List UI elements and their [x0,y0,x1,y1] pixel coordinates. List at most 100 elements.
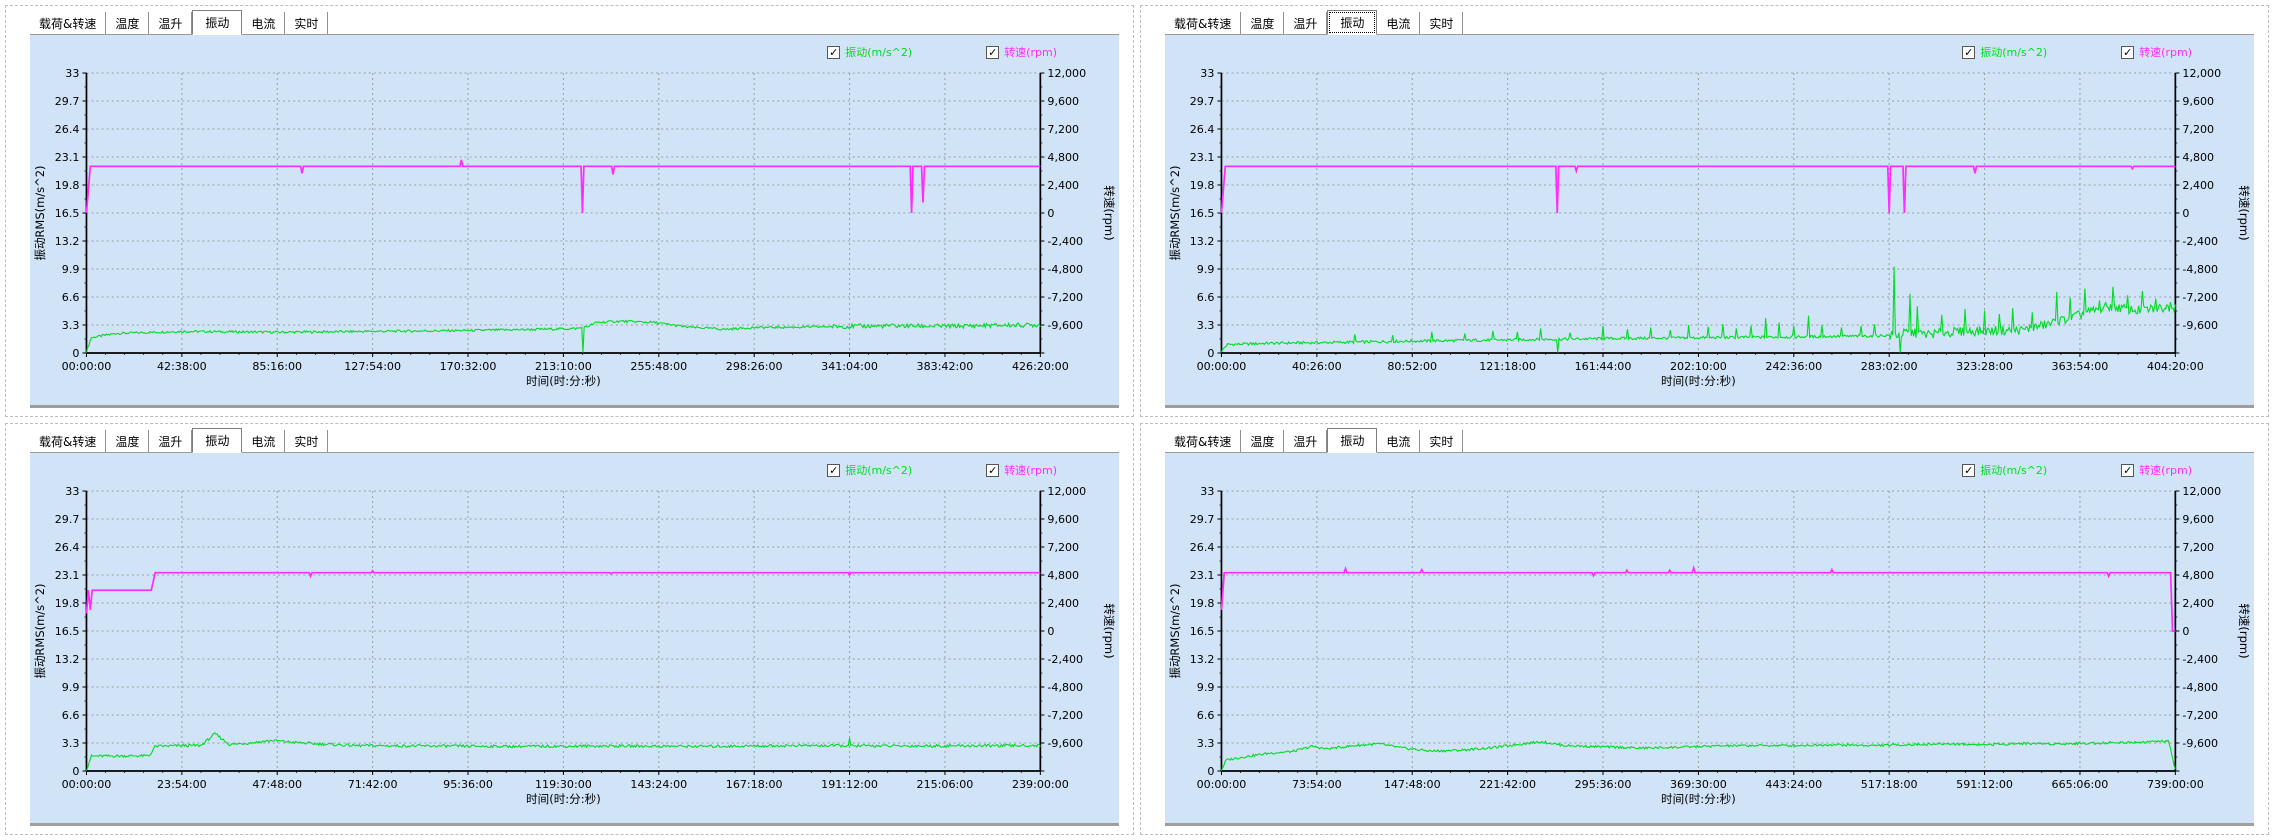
tab-current[interactable]: 电流 [242,12,286,34]
tab-vibration[interactable]: 振动 [192,428,243,453]
vibration-series [85,319,1041,353]
vibration-rpm-chart-4: 33 12,000 29.7 9,600 26.4 7,200 23.1 4,800 19.8 2… [1168,485,2251,806]
rpm-legend-label: 转速(rpm) [2139,464,2192,477]
svg-text:转速(rpm): 转速(rpm) [1102,603,1116,658]
svg-text:3.3: 3.3 [1197,319,1215,332]
svg-text:16.5: 16.5 [55,625,80,638]
svg-text:215:06:00: 215:06:00 [917,778,974,791]
tab-temperature[interactable]: 温度 [1241,430,1285,452]
chart-area-4: ✓ 振动(m/s^2) ✓ 转速(rpm) 33 12,000 29.7 9,600 26.4… [1165,453,2254,826]
svg-text:振动RMS(m/s^2): 振动RMS(m/s^2) [1168,165,1182,260]
tab-realtime[interactable]: 实时 [1420,430,1464,452]
svg-text:71:42:00: 71:42:00 [348,778,398,791]
svg-text:29.7: 29.7 [1190,95,1215,108]
svg-text:23.1: 23.1 [1190,569,1215,582]
svg-text:33: 33 [1200,67,1214,80]
vibration-checkbox[interactable]: ✓ [827,45,841,59]
tab-temperature[interactable]: 温度 [1241,12,1285,34]
tab-current[interactable]: 电流 [242,430,286,452]
svg-text:0: 0 [1047,625,1054,638]
svg-text:6.6: 6.6 [62,291,80,304]
svg-text:33: 33 [65,485,79,498]
svg-text:0: 0 [2182,625,2189,638]
rpm-checkbox[interactable]: ✓ [2121,45,2135,59]
vibration-legend-item: ✓ 振动(m/s^2) [827,462,912,478]
svg-text:73:54:00: 73:54:00 [1292,778,1342,791]
tab-current[interactable]: 电流 [1377,430,1421,452]
svg-text:7,200: 7,200 [1047,541,1079,554]
tab-load-speed[interactable]: 载荷&转速 [30,430,107,452]
rpm-series [85,159,1041,214]
svg-text:363:54:00: 363:54:00 [2052,360,2109,373]
tab-current[interactable]: 电流 [1377,12,1421,34]
svg-text:-2,400: -2,400 [1047,235,1083,248]
tab-load-speed[interactable]: 载荷&转速 [1165,12,1242,34]
rpm-checkbox[interactable]: ✓ [2121,463,2135,477]
svg-text:12,000: 12,000 [2182,485,2221,498]
svg-text:4,800: 4,800 [2182,569,2214,582]
svg-text:0: 0 [1047,207,1054,220]
svg-text:29.7: 29.7 [1190,513,1215,526]
vibration-checkbox[interactable]: ✓ [827,463,841,477]
vibration-checkbox[interactable]: ✓ [1962,463,1976,477]
svg-text:00:00:00: 00:00:00 [62,360,112,373]
tabbar-1: 载荷&转速 温度 温升 振动 电流 实时 [30,10,1119,35]
tab-load-speed[interactable]: 载荷&转速 [30,12,107,34]
rpm-checkbox[interactable]: ✓ [986,45,1000,59]
svg-text:80:52:00: 80:52:00 [1387,360,1437,373]
svg-text:239:00:00: 239:00:00 [1012,778,1069,791]
tab-load-speed[interactable]: 载荷&转速 [1165,430,1242,452]
svg-text:时间(时:分:秒): 时间(时:分:秒) [526,792,601,806]
chart-area-1: ✓ 振动(m/s^2) ✓ 转速(rpm) 33 12,000 29.7 9,600 26.4… [30,35,1119,408]
svg-text:00:00:00: 00:00:00 [1197,778,1247,791]
svg-text:9,600: 9,600 [1047,95,1079,108]
tab-temp-rise[interactable]: 温升 [149,12,193,34]
svg-text:13.2: 13.2 [1190,235,1215,248]
tab-temp-rise[interactable]: 温升 [1284,12,1328,34]
vibration-series [85,732,1041,771]
svg-text:-7,200: -7,200 [1047,709,1083,722]
rpm-series [1220,165,2176,214]
svg-text:0: 0 [1207,347,1214,360]
rpm-legend-label: 转速(rpm) [1004,46,1057,59]
svg-text:443:24:00: 443:24:00 [1765,778,1822,791]
rpm-legend-item: ✓ 转速(rpm) [986,462,1057,478]
tabbar-2: 载荷&转速 温度 温升 振动 电流 实时 [1165,10,2254,35]
tab-vibration[interactable]: 振动 [1327,428,1378,453]
svg-text:341:04:00: 341:04:00 [821,360,878,373]
rpm-legend-label: 转速(rpm) [1004,464,1057,477]
svg-text:0: 0 [2182,207,2189,220]
rpm-checkbox[interactable]: ✓ [986,463,1000,477]
svg-text:-4,800: -4,800 [1047,681,1083,694]
svg-text:6.6: 6.6 [1197,709,1215,722]
vibration-series [1220,739,2176,771]
tab-temperature[interactable]: 温度 [106,430,150,452]
svg-text:9,600: 9,600 [2182,513,2214,526]
svg-text:19.8: 19.8 [1190,597,1215,610]
svg-text:-4,800: -4,800 [1047,263,1083,276]
tab-vibration[interactable]: 振动 [1327,10,1378,35]
tab-realtime[interactable]: 实时 [1420,12,1464,34]
svg-text:739:00:00: 739:00:00 [2147,778,2204,791]
svg-text:0: 0 [72,347,79,360]
vibration-checkbox[interactable]: ✓ [1962,45,1976,59]
tab-realtime[interactable]: 实时 [285,430,329,452]
panel-top-right: 载荷&转速 温度 温升 振动 电流 实时 ✓ 振动(m/s^2) ✓ 转速(rpm) 33 12,… [1140,5,2269,417]
svg-text:170:32:00: 170:32:00 [440,360,497,373]
tab-vibration[interactable]: 振动 [192,10,243,35]
svg-text:16.5: 16.5 [55,207,80,220]
vibration-legend-label: 振动(m/s^2) [845,464,913,477]
tab-temp-rise[interactable]: 温升 [1284,430,1328,452]
svg-text:404:20:00: 404:20:00 [2147,360,2204,373]
svg-text:202:10:00: 202:10:00 [1670,360,1727,373]
svg-text:147:48:00: 147:48:00 [1384,778,1441,791]
tab-temperature[interactable]: 温度 [106,12,150,34]
svg-text:40:26:00: 40:26:00 [1292,360,1342,373]
svg-text:9,600: 9,600 [2182,95,2214,108]
svg-text:23.1: 23.1 [1190,151,1215,164]
rpm-legend-label: 转速(rpm) [2139,46,2192,59]
tab-realtime[interactable]: 实时 [285,12,329,34]
tab-temp-rise[interactable]: 温升 [149,430,193,452]
svg-text:369:30:00: 369:30:00 [1670,778,1727,791]
